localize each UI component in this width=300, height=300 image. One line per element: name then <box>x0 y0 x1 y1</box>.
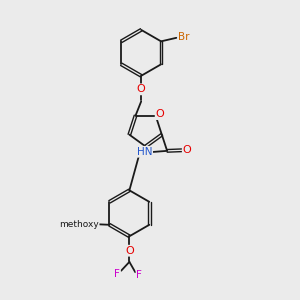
Text: F: F <box>136 270 142 280</box>
Text: methoxy: methoxy <box>59 220 99 229</box>
Text: F: F <box>114 269 120 279</box>
Text: O: O <box>156 109 164 119</box>
Text: O: O <box>183 145 191 155</box>
Text: O: O <box>86 219 95 229</box>
Text: O: O <box>125 246 134 256</box>
Text: Br: Br <box>178 32 190 42</box>
Text: methoxy: methoxy <box>59 220 95 229</box>
Text: O: O <box>137 84 146 94</box>
Text: HN: HN <box>137 147 152 157</box>
